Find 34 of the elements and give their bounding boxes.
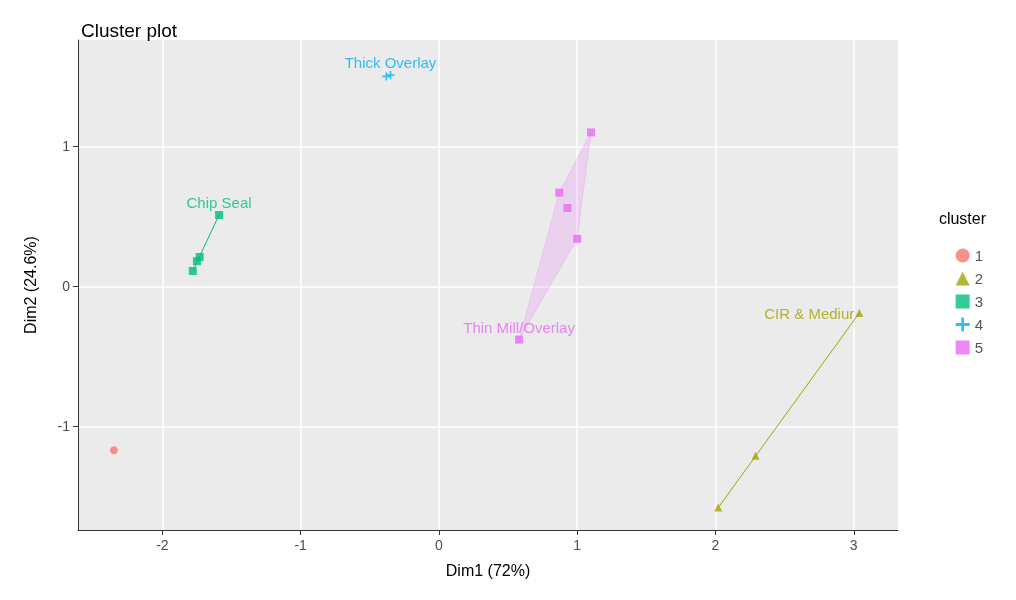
point [109, 446, 118, 455]
x-axis-title: Dim1 (72%) [445, 561, 531, 579]
point [855, 309, 864, 317]
legend-label: 3 [974, 293, 983, 310]
legend-label: 2 [974, 270, 983, 287]
legend-label: 4 [974, 316, 983, 333]
x-tick-label: 1 [573, 537, 582, 553]
x-tick-label: -1 [294, 537, 308, 553]
point [555, 188, 564, 197]
y-tick-label: 1 [62, 138, 71, 155]
annotation: CIR & Mediur [764, 304, 855, 322]
legend-label: 1 [974, 247, 983, 264]
annotation: Thin Mill/Overlay [463, 318, 576, 336]
legend-label: 5 [974, 339, 983, 356]
point [751, 451, 760, 460]
point [563, 204, 572, 212]
point [386, 71, 395, 79]
point [714, 503, 723, 512]
y-tick-label: -1 [57, 418, 71, 435]
point [188, 267, 197, 275]
y-axis-title: Dim2 (24.6%) [21, 236, 39, 334]
legend-title: cluster [938, 209, 987, 227]
annotation: Chip Seal [186, 194, 252, 211]
x-tick-label: 0 [435, 537, 444, 553]
point [573, 234, 582, 243]
y-tick-label: 0 [62, 278, 71, 295]
x-tick-label: 2 [711, 537, 720, 553]
point [587, 128, 596, 137]
point [215, 211, 224, 219]
annotation: Thick Overlay [344, 54, 437, 71]
x-tick-label: 3 [849, 537, 858, 553]
chart-title: Cluster plot [81, 20, 178, 41]
point [192, 257, 201, 266]
x-tick-label: -2 [156, 537, 169, 553]
